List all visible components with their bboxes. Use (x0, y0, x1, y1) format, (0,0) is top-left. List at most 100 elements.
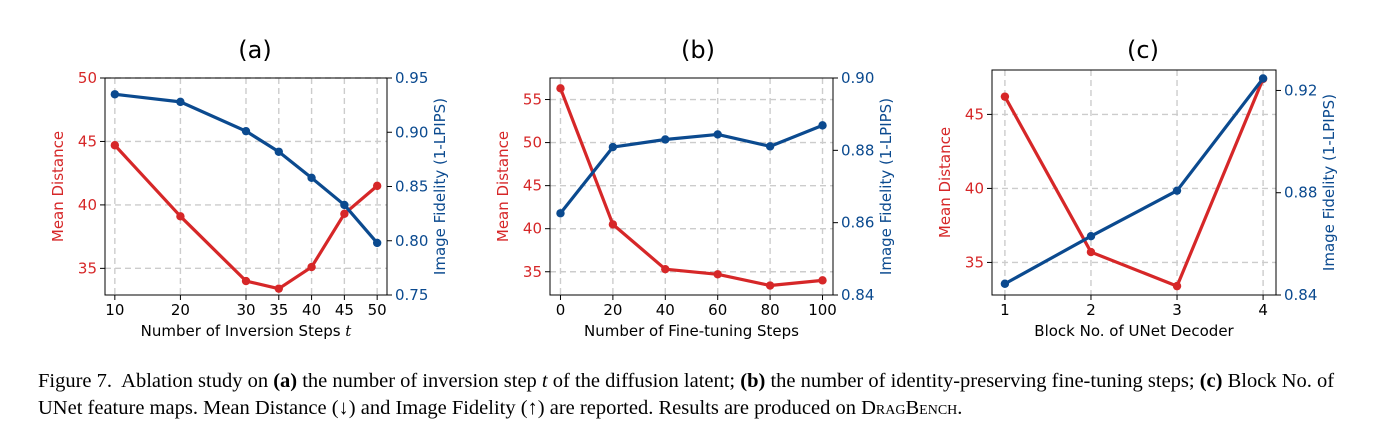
y-right-tick-label: 0.85 (395, 178, 428, 196)
data-point (1172, 186, 1182, 195)
data-point (1000, 92, 1010, 101)
series-image-fidelity (556, 121, 827, 218)
data-point (274, 284, 283, 293)
y-right-tick-label: 0.84 (841, 286, 874, 304)
data-point (372, 181, 382, 191)
x-tick-label: 50 (368, 301, 387, 319)
series-line (113, 144, 379, 291)
y-left-axis-label: Mean Distance (49, 131, 67, 242)
y-right-axis-label: Image Fidelity (1-LPIPS) (431, 98, 449, 275)
y-left-tick-label: 40 (965, 179, 984, 197)
data-point (1086, 247, 1096, 257)
data-point (372, 238, 382, 248)
data-point (176, 97, 185, 107)
y-right-tick-label: 0.86 (841, 214, 874, 232)
x-tick-label: 20 (603, 301, 622, 319)
grid (992, 70, 1276, 295)
x-tick-label: 4 (1258, 301, 1268, 319)
plot-frame (991, 69, 1277, 296)
x-tick-label: 45 (335, 301, 354, 319)
data-point (110, 90, 120, 99)
caption-label: Figure 7. (38, 370, 113, 392)
series-line (1003, 78, 1265, 288)
data-point (765, 142, 775, 151)
x-axis-label: Block No. of UNet Decoder (1034, 322, 1234, 340)
caption-text-1: Ablation study on (121, 370, 269, 392)
y-left-axis-label: Mean Distance (494, 131, 512, 242)
y-right-tick-label: 0.92 (1284, 81, 1317, 99)
chart-panel-2: (c) 1 2 3 4 35 40 45 0.84 0.88 0.92 Block No. of UN… (936, 36, 1338, 340)
data-point (241, 276, 251, 286)
data-point (1086, 231, 1096, 241)
data-point (176, 212, 185, 221)
x-tick-label: 1 (1000, 301, 1010, 319)
x-tick-label: 40 (656, 301, 675, 319)
y-right-tick-label: 0.88 (1284, 184, 1317, 202)
y-right-tick-label: 0.88 (841, 141, 874, 159)
panel-label: (a) (238, 36, 271, 64)
caption-text-2: the number of inversion step (302, 370, 537, 392)
data-point (818, 276, 827, 285)
x-axis-label: Number of Inversion Steps t (141, 322, 353, 340)
y-left-tick-label: 35 (523, 263, 542, 281)
y-left-tick-label: 45 (78, 132, 97, 150)
x-axis-var: t (345, 322, 352, 340)
ablation-figure: (a)10 20 30 35 40 45 50354045500.750.800.850.9… (49, 36, 1338, 340)
series-image-fidelity (1000, 74, 1268, 288)
panel-label: (c) (1127, 36, 1159, 64)
data-point (608, 220, 618, 229)
x-tick-label: 35 (269, 301, 288, 319)
figure-caption: Figure 7. Ablation study on (a) the numb… (38, 368, 1368, 422)
series-mean-distance (556, 84, 827, 290)
series-image-fidelity (110, 90, 382, 248)
y-left-tick-label: 45 (523, 177, 542, 195)
caption-var-t: t (541, 370, 548, 392)
y-right-axis-label: Image Fidelity (1-LPIPS) (877, 98, 895, 275)
y-left-tick-label: 45 (965, 105, 984, 123)
x-tick-label: 80 (761, 301, 780, 319)
x-tick-label: 30 (236, 301, 255, 319)
series-line (559, 123, 824, 215)
grid (105, 77, 387, 295)
chart-panel-1: (b) 0 20 40 60 80 100 35 40 45 50 55 0.84 0.86 0.88 0.9… (494, 36, 895, 340)
caption-text-4: the number of identity-preserving fine-t… (770, 370, 1195, 392)
x-tick-label: 2 (1086, 301, 1096, 319)
data-point (556, 209, 565, 218)
grid (550, 78, 833, 295)
x-axis-label: Number of Fine-tuning Steps (584, 322, 799, 340)
caption-text-5: Block No. of UNet feature maps. Mean Dis… (38, 370, 1335, 419)
data-point (340, 200, 349, 210)
data-point (608, 142, 618, 152)
data-point (1258, 74, 1268, 83)
y-right-tick-label: 0.90 (395, 123, 428, 141)
x-tick-label: 3 (1172, 301, 1182, 319)
x-tick-label: 20 (171, 301, 190, 319)
y-left-axis-label: Mean Distance (936, 127, 954, 238)
y-left-tick-label: 40 (78, 196, 97, 214)
plot-frame (549, 77, 834, 296)
data-point (556, 84, 565, 93)
caption-ref-b: (b) (740, 370, 766, 392)
data-point (307, 173, 316, 183)
y-right-tick-label: 0.75 (395, 286, 428, 304)
series-line (558, 87, 823, 288)
data-point (713, 270, 722, 279)
panel-label: (b) (681, 36, 715, 64)
y-right-tick-label: 0.80 (395, 232, 428, 250)
series-mean-distance (1000, 74, 1268, 291)
caption-text-3: of the diffusion latent; (552, 370, 736, 392)
data-point (241, 126, 251, 136)
x-tick-label: 100 (808, 301, 837, 319)
y-left-tick-label: 35 (965, 253, 984, 271)
caption-end: . (957, 397, 963, 419)
series-line (1004, 77, 1265, 286)
y-right-tick-label: 0.95 (395, 69, 428, 87)
caption-ref-c: (c) (1199, 370, 1223, 392)
data-point (274, 147, 283, 156)
data-point (340, 209, 349, 218)
caption-benchmark: DragBench (861, 397, 958, 419)
y-left-tick-label: 50 (78, 69, 97, 87)
data-point (661, 264, 670, 274)
data-point (307, 262, 316, 272)
series-mean-distance (110, 141, 382, 293)
